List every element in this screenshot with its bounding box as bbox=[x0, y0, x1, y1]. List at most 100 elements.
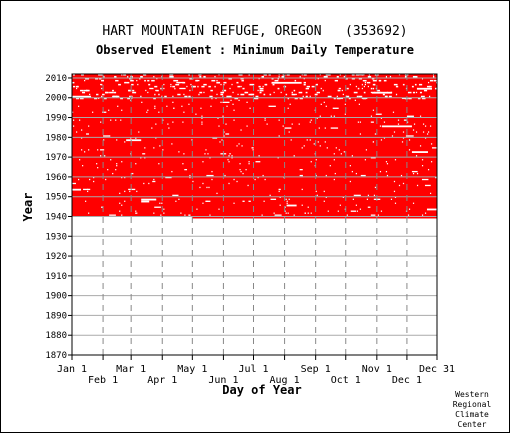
missing-day-mark bbox=[228, 95, 232, 98]
missing-day-mark bbox=[101, 83, 103, 86]
missing-day-mark bbox=[184, 95, 188, 98]
missing-day-mark bbox=[178, 198, 180, 200]
missing-day-mark bbox=[248, 74, 250, 76]
missing-day-mark bbox=[392, 111, 395, 113]
missing-day-mark bbox=[225, 133, 230, 135]
missing-day-mark bbox=[165, 176, 172, 179]
x-tick-label: Jan 1 bbox=[57, 364, 87, 375]
missing-day-mark bbox=[89, 178, 91, 181]
missing-day-mark bbox=[309, 95, 311, 98]
missing-day-mark bbox=[329, 165, 331, 167]
missing-day-mark bbox=[352, 198, 354, 200]
missing-day-mark bbox=[246, 125, 248, 127]
missing-day-mark bbox=[100, 155, 102, 157]
missing-day-mark bbox=[164, 95, 167, 98]
missing-day-mark bbox=[374, 186, 377, 189]
missing-day-mark bbox=[211, 178, 213, 181]
missing-day-mark bbox=[153, 178, 155, 181]
missing-day-mark bbox=[398, 184, 401, 187]
missing-day-mark bbox=[303, 81, 306, 84]
missing-day-mark bbox=[316, 194, 318, 197]
missing-day-mark bbox=[180, 212, 182, 214]
missing-day-mark bbox=[189, 174, 191, 177]
missing-day-mark bbox=[131, 83, 134, 86]
missing-day-mark bbox=[170, 83, 172, 86]
missing-day-mark bbox=[153, 75, 155, 78]
missing-gap-mark bbox=[426, 208, 437, 211]
missing-day-mark bbox=[402, 182, 405, 185]
missing-day-mark bbox=[162, 149, 164, 151]
missing-day-mark bbox=[323, 75, 326, 78]
missing-day-mark bbox=[126, 81, 130, 84]
missing-day-mark bbox=[240, 93, 245, 96]
missing-day-mark bbox=[156, 89, 159, 92]
credit-line: Regional bbox=[452, 400, 492, 409]
missing-day-mark bbox=[250, 93, 255, 96]
missing-day-mark bbox=[263, 74, 267, 76]
missing-day-mark bbox=[93, 176, 95, 179]
missing-day-mark bbox=[371, 77, 375, 80]
missing-day-mark bbox=[351, 155, 353, 157]
missing-day-mark bbox=[220, 101, 222, 104]
missing-day-mark bbox=[215, 97, 217, 100]
missing-day-mark bbox=[265, 83, 267, 86]
y-tick-label: 1960 bbox=[45, 173, 67, 183]
missing-day-mark bbox=[346, 87, 349, 90]
missing-day-mark bbox=[284, 210, 286, 212]
missing-day-mark bbox=[216, 81, 220, 84]
missing-day-mark bbox=[119, 202, 121, 204]
missing-day-mark bbox=[385, 75, 388, 78]
missing-day-mark bbox=[252, 149, 254, 151]
missing-day-mark bbox=[82, 165, 84, 167]
missing-day-mark bbox=[234, 97, 239, 100]
missing-day-mark bbox=[182, 163, 184, 165]
missing-day-mark bbox=[143, 74, 146, 76]
missing-day-mark bbox=[195, 113, 197, 115]
missing-day-mark bbox=[344, 103, 346, 105]
missing-day-mark bbox=[334, 172, 336, 175]
missing-day-mark bbox=[146, 111, 148, 113]
missing-day-mark bbox=[124, 200, 126, 202]
missing-day-mark bbox=[294, 79, 297, 82]
missing-day-mark bbox=[209, 157, 211, 159]
missing-day-mark bbox=[268, 105, 276, 107]
missing-day-mark bbox=[240, 77, 244, 80]
y-tick-label: 1950 bbox=[45, 193, 67, 203]
missing-day-mark bbox=[85, 77, 89, 80]
missing-day-mark bbox=[127, 75, 129, 78]
missing-day-mark bbox=[405, 135, 414, 137]
missing-gap-mark bbox=[72, 188, 82, 191]
missing-day-mark bbox=[423, 89, 428, 92]
missing-day-mark bbox=[85, 200, 87, 202]
missing-day-mark bbox=[144, 79, 146, 82]
missing-day-mark bbox=[330, 115, 332, 117]
missing-day-mark bbox=[421, 214, 424, 216]
missing-day-mark bbox=[222, 89, 227, 92]
missing-day-mark bbox=[306, 139, 308, 141]
missing-day-mark bbox=[428, 85, 432, 88]
plot-border bbox=[71, 73, 438, 356]
missing-day-mark bbox=[141, 101, 143, 104]
missing-day-mark bbox=[372, 79, 374, 82]
missing-day-mark bbox=[303, 77, 305, 80]
missing-day-mark bbox=[424, 184, 431, 187]
missing-day-mark bbox=[327, 95, 332, 98]
missing-day-mark bbox=[244, 91, 247, 94]
missing-gap-mark bbox=[141, 198, 157, 201]
missing-day-mark bbox=[158, 111, 160, 113]
missing-day-mark bbox=[429, 79, 434, 82]
missing-day-mark bbox=[326, 147, 328, 149]
missing-day-mark bbox=[355, 172, 357, 175]
missing-day-mark bbox=[364, 81, 367, 84]
missing-day-mark bbox=[153, 97, 156, 100]
missing-day-mark bbox=[81, 129, 83, 131]
missing-day-mark bbox=[397, 119, 400, 121]
missing-day-mark bbox=[79, 159, 81, 161]
missing-day-mark bbox=[168, 127, 170, 129]
missing-day-mark bbox=[357, 121, 359, 123]
missing-day-mark bbox=[426, 85, 431, 88]
missing-day-mark bbox=[172, 85, 175, 88]
missing-day-mark bbox=[147, 109, 149, 111]
missing-day-mark bbox=[294, 97, 298, 100]
missing-day-mark bbox=[370, 91, 373, 94]
